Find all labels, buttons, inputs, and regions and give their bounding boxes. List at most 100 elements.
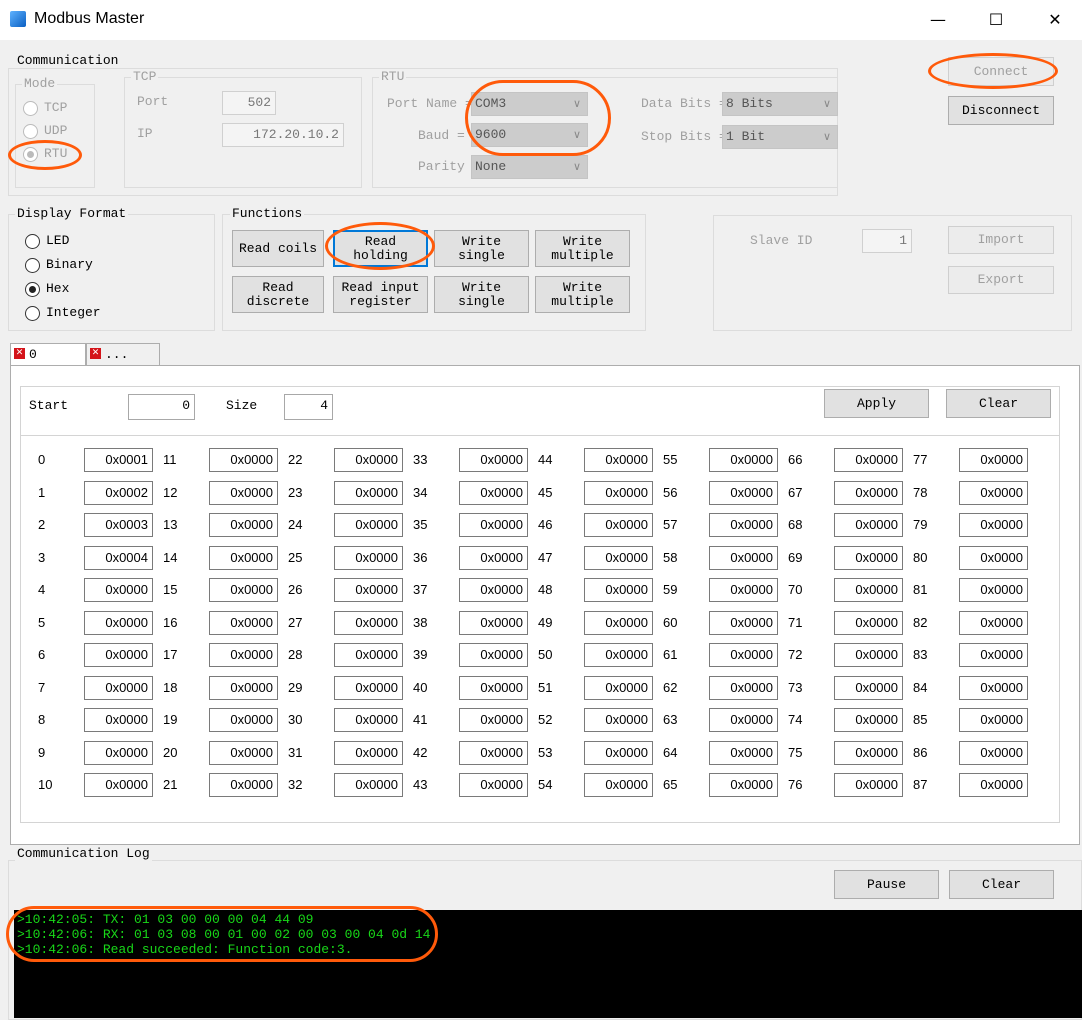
close-tab-icon[interactable]: ✕ [14, 348, 25, 359]
register-value-input[interactable]: 0x0000 [834, 708, 903, 732]
register-value-input[interactable]: 0x0000 [84, 675, 153, 700]
register-value-input[interactable]: 0x0000 [584, 578, 653, 602]
register-value-input[interactable]: 0x0000 [709, 448, 778, 472]
register-value-input[interactable]: 0x0000 [834, 740, 903, 765]
register-value-input[interactable]: 0x0000 [584, 513, 653, 537]
register-value-input[interactable]: 0x0000 [209, 480, 278, 505]
register-value-input[interactable]: 0x0000 [334, 578, 403, 602]
slave-id-input[interactable]: 1 [862, 229, 912, 253]
register-value-input[interactable]: 0x0000 [459, 513, 528, 537]
register-value-input[interactable]: 0x0000 [959, 448, 1028, 472]
register-value-input[interactable]: 0x0000 [584, 675, 653, 700]
register-value-input[interactable]: 0x0000 [834, 545, 903, 570]
register-value-input[interactable]: 0x0000 [709, 513, 778, 537]
register-value-input[interactable]: 0x0000 [959, 740, 1028, 765]
register-value-input[interactable]: 0x0000 [584, 545, 653, 570]
register-value-input[interactable]: 0x0000 [959, 675, 1028, 700]
function-button-write-single[interactable]: Write single [434, 276, 529, 313]
register-value-input[interactable]: 0x0000 [584, 773, 653, 797]
minimize-button[interactable]: — [930, 10, 946, 29]
data-bits-select[interactable]: 8 Bits ∨ [722, 92, 838, 116]
function-button-write-multiple[interactable]: Write multiple [535, 276, 630, 313]
register-value-input[interactable]: 0x0000 [959, 480, 1028, 505]
register-value-input[interactable]: 0x0000 [584, 610, 653, 635]
register-value-input[interactable]: 0x0000 [834, 675, 903, 700]
disconnect-button[interactable]: Disconnect [948, 96, 1054, 125]
baud-select[interactable]: 9600 ∨ [471, 123, 588, 147]
maximize-button[interactable]: ☐ [988, 10, 1004, 29]
register-value-input[interactable]: 0x0000 [709, 480, 778, 505]
register-value-input[interactable]: 0x0000 [584, 480, 653, 505]
register-value-input[interactable]: 0x0000 [334, 708, 403, 732]
register-value-input[interactable]: 0x0000 [209, 675, 278, 700]
function-button-read-discrete[interactable]: Read discrete [232, 276, 324, 313]
stop-bits-select[interactable]: 1 Bit ∨ [722, 125, 838, 149]
register-value-input[interactable]: 0x0000 [459, 675, 528, 700]
register-value-input[interactable]: 0x0000 [84, 708, 153, 732]
register-value-input[interactable]: 0x0000 [209, 610, 278, 635]
register-value-input[interactable]: 0x0000 [334, 448, 403, 472]
register-value-input[interactable]: 0x0004 [84, 545, 153, 570]
register-value-input[interactable]: 0x0000 [709, 740, 778, 765]
register-value-input[interactable]: 0x0000 [584, 708, 653, 732]
register-value-input[interactable]: 0x0000 [334, 480, 403, 505]
parity-select[interactable]: None ∨ [471, 155, 588, 179]
register-value-input[interactable]: 0x0000 [959, 708, 1028, 732]
register-value-input[interactable]: 0x0000 [584, 643, 653, 667]
register-value-input[interactable]: 0x0000 [709, 773, 778, 797]
close-tab-icon[interactable]: ✕ [90, 348, 101, 359]
log-console[interactable]: >10:42:05: TX: 01 03 00 00 00 04 44 09 >… [14, 910, 1082, 1018]
function-button-read-holding[interactable]: Read holding [333, 230, 428, 267]
register-value-input[interactable]: 0x0000 [334, 740, 403, 765]
register-value-input[interactable]: 0x0000 [959, 643, 1028, 667]
register-value-input[interactable]: 0x0000 [84, 610, 153, 635]
register-value-input[interactable]: 0x0000 [959, 513, 1028, 537]
start-input[interactable]: 0 [128, 394, 195, 420]
register-value-input[interactable]: 0x0000 [834, 643, 903, 667]
register-value-input[interactable]: 0x0000 [834, 773, 903, 797]
register-value-input[interactable]: 0x0000 [334, 773, 403, 797]
register-value-input[interactable]: 0x0000 [459, 740, 528, 765]
register-value-input[interactable]: 0x0003 [84, 513, 153, 537]
register-value-input[interactable]: 0x0000 [709, 545, 778, 570]
register-value-input[interactable]: 0x0000 [584, 740, 653, 765]
register-value-input[interactable]: 0x0000 [209, 740, 278, 765]
register-value-input[interactable]: 0x0000 [834, 480, 903, 505]
register-value-input[interactable]: 0x0000 [84, 578, 153, 602]
function-button-write-multiple[interactable]: Write multiple [535, 230, 630, 267]
register-value-input[interactable]: 0x0000 [209, 513, 278, 537]
port-name-select[interactable]: COM3 ∨ [471, 92, 588, 116]
register-value-input[interactable]: 0x0000 [334, 675, 403, 700]
register-value-input[interactable]: 0x0000 [209, 708, 278, 732]
register-value-input[interactable]: 0x0000 [959, 545, 1028, 570]
register-value-input[interactable]: 0x0000 [209, 773, 278, 797]
export-button[interactable]: Export [948, 266, 1054, 294]
register-value-input[interactable]: 0x0000 [459, 578, 528, 602]
register-value-input[interactable]: 0x0002 [84, 480, 153, 505]
function-button-write-single[interactable]: Write single [434, 230, 529, 267]
register-value-input[interactable]: 0x0000 [709, 610, 778, 635]
ip-input[interactable]: 172.20.10.2 [222, 123, 344, 147]
register-value-input[interactable]: 0x0000 [459, 480, 528, 505]
register-value-input[interactable]: 0x0000 [709, 578, 778, 602]
pause-button[interactable]: Pause [834, 870, 939, 899]
tab-0[interactable]: ✕ 0 [10, 343, 86, 366]
apply-button[interactable]: Apply [824, 389, 929, 418]
register-value-input[interactable]: 0x0000 [334, 610, 403, 635]
register-value-input[interactable]: 0x0000 [959, 610, 1028, 635]
register-value-input[interactable]: 0x0000 [334, 643, 403, 667]
register-value-input[interactable]: 0x0000 [209, 643, 278, 667]
connect-button[interactable]: Connect [948, 57, 1054, 86]
register-value-input[interactable]: 0x0000 [459, 773, 528, 797]
register-value-input[interactable]: 0x0000 [709, 643, 778, 667]
register-value-input[interactable]: 0x0000 [834, 578, 903, 602]
function-button-read-input-register[interactable]: Read input register [333, 276, 428, 313]
size-input[interactable]: 4 [284, 394, 333, 420]
import-button[interactable]: Import [948, 226, 1054, 254]
register-value-input[interactable]: 0x0000 [334, 545, 403, 570]
register-value-input[interactable]: 0x0000 [459, 545, 528, 570]
register-value-input[interactable]: 0x0000 [834, 610, 903, 635]
register-value-input[interactable]: 0x0000 [334, 513, 403, 537]
function-button-read-coils[interactable]: Read coils [232, 230, 324, 267]
clear-log-button[interactable]: Clear [949, 870, 1054, 899]
